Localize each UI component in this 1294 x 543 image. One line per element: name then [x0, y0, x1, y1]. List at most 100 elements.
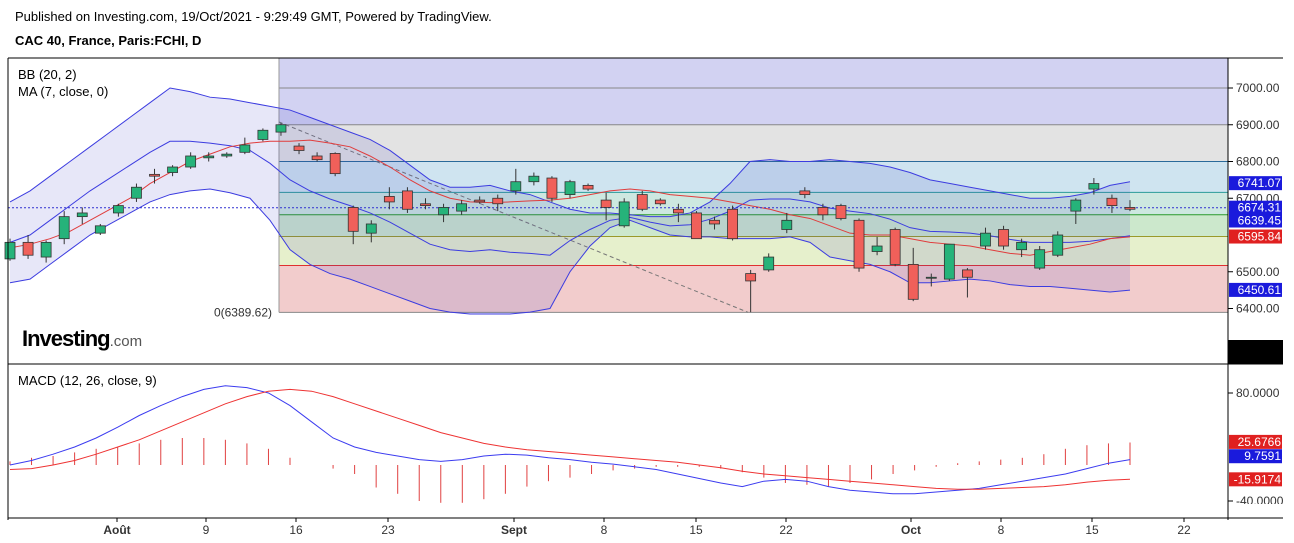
candle [1052, 231, 1064, 258]
macd-value-tag [1229, 449, 1282, 464]
candle-body [275, 124, 287, 133]
candle-body [980, 232, 991, 247]
date-tick-label: 22 [779, 523, 793, 537]
candle-body [564, 181, 576, 195]
candle-body [329, 153, 341, 175]
candle [998, 225, 1009, 250]
candle [763, 253, 775, 272]
bb-lower-line [9, 188, 1131, 315]
candle-body [112, 205, 124, 214]
date-tick-label: Sept [501, 523, 527, 537]
candle [510, 168, 522, 195]
candle-body [691, 212, 702, 240]
candle [1088, 178, 1100, 195]
candle-body [383, 196, 395, 203]
macd-tick-label: 80.0000 [1236, 386, 1280, 400]
candle [727, 205, 738, 241]
candle [1034, 246, 1046, 270]
bb-upper-line [9, 87, 1131, 218]
signal-line [9, 388, 1131, 490]
bb-area [10, 88, 1130, 315]
candle-body [943, 243, 955, 280]
candle-body [654, 199, 666, 205]
candle-body [962, 269, 973, 278]
candle [709, 216, 720, 230]
candle-body [203, 155, 215, 159]
date-tick-label: 23 [381, 523, 395, 537]
candle [4, 238, 16, 261]
candle [22, 235, 34, 259]
candle [311, 152, 323, 162]
bollinger-band-fill [10, 88, 1130, 315]
candle [293, 143, 305, 155]
candle [131, 183, 142, 202]
published-line: Published on Investing.com, 19/Oct/2021 … [15, 9, 492, 24]
candle-body [817, 207, 829, 216]
axes: 7000.006900.006800.006700.006500.006400.… [7, 57, 1294, 537]
candle [1016, 238, 1028, 258]
macd-axis-mask [1229, 504, 1283, 517]
ma-legend[interactable]: MA (7, close, 0) [18, 84, 109, 99]
candle [112, 203, 124, 217]
candle [185, 152, 197, 169]
candle-body [22, 241, 34, 256]
candle [347, 205, 359, 245]
candle-body [871, 245, 883, 252]
fib-zone [279, 58, 1228, 88]
candle-body [636, 194, 648, 210]
candle-body [311, 155, 323, 161]
candle [438, 203, 449, 223]
candle-body [1034, 249, 1046, 269]
candle [402, 187, 413, 213]
date-tick-label: 15 [1085, 523, 1099, 537]
date-tick-label: 9 [203, 523, 210, 537]
candle [149, 168, 160, 184]
candle [76, 207, 88, 224]
candle [781, 212, 793, 234]
candle [1124, 200, 1136, 212]
candle-body [94, 225, 106, 234]
candle [456, 200, 468, 215]
candle [492, 194, 504, 212]
price-tick-label: 7000.00 [1236, 81, 1280, 95]
candle [528, 172, 540, 186]
macd-value-label: 9.7591 [1244, 449, 1281, 463]
candle [94, 223, 106, 235]
candle [58, 211, 70, 245]
candle-body [365, 223, 377, 234]
candle [329, 152, 341, 177]
candle [257, 128, 269, 142]
fib-zone [279, 161, 1228, 193]
price-tick-label: 6900.00 [1236, 118, 1280, 132]
macd-value-tag [1229, 472, 1282, 487]
candle [474, 196, 486, 204]
candle [907, 247, 919, 302]
candle-body [167, 166, 178, 173]
indicator-lines [8, 87, 1228, 315]
candle [853, 218, 865, 272]
date-tick-label: 8 [601, 523, 608, 537]
candle-body [618, 201, 630, 227]
candle [546, 176, 558, 202]
price-tag-label: 6595.84 [1238, 230, 1282, 244]
candle-body [672, 208, 684, 214]
fib-zone [279, 214, 1228, 237]
candle-body [239, 144, 251, 153]
bb-legend[interactable]: BB (20, 2) [18, 67, 77, 82]
macd-value-label: -15.9174 [1234, 472, 1282, 486]
date-tick-label: 15 [689, 523, 703, 537]
candle-body [1088, 183, 1100, 190]
candle [691, 211, 702, 240]
macd-legend[interactable]: MACD (12, 26, close, 9) [18, 373, 157, 388]
candle-body [1016, 241, 1028, 251]
candle-body [709, 219, 720, 225]
macd-value-tag [1229, 434, 1282, 449]
candle [221, 152, 233, 158]
price-tag [1229, 282, 1282, 297]
candle-body [293, 145, 305, 151]
price-tick-label: 6800.00 [1236, 155, 1280, 169]
candle-body [925, 276, 937, 279]
price-tag [1229, 229, 1282, 244]
